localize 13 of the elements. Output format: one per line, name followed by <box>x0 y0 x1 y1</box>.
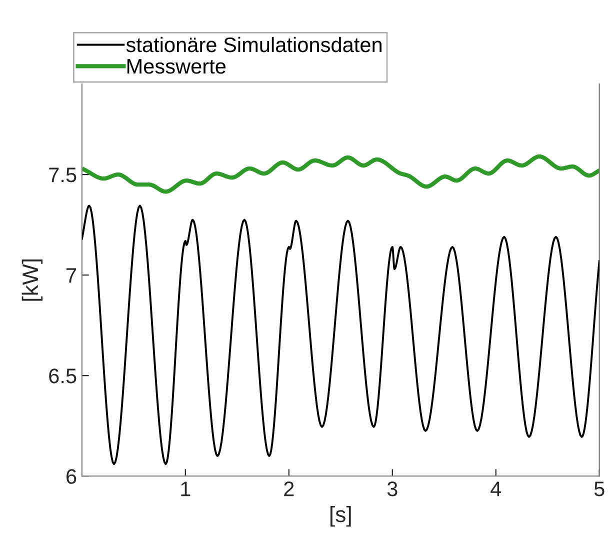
x-axis-title: [s] <box>330 506 351 527</box>
y-tick-label: 7.5 <box>49 168 76 182</box>
x-tick-label: 3 <box>387 482 398 496</box>
legend-label: Messwerte <box>127 59 226 74</box>
legend-label: stationäre Simulationsdaten <box>126 36 382 52</box>
x-tick-label: 2 <box>284 482 294 496</box>
x-tick-label: 1 <box>181 482 190 496</box>
y-tick-label: 7 <box>66 268 76 283</box>
x-tick-label: 5 <box>594 482 604 496</box>
y-tick-label: 6 <box>66 469 76 484</box>
x-tick-label: 4 <box>490 482 502 496</box>
y-tick-label: 6.5 <box>49 368 76 384</box>
y-axis-title: [kW] <box>22 259 43 301</box>
